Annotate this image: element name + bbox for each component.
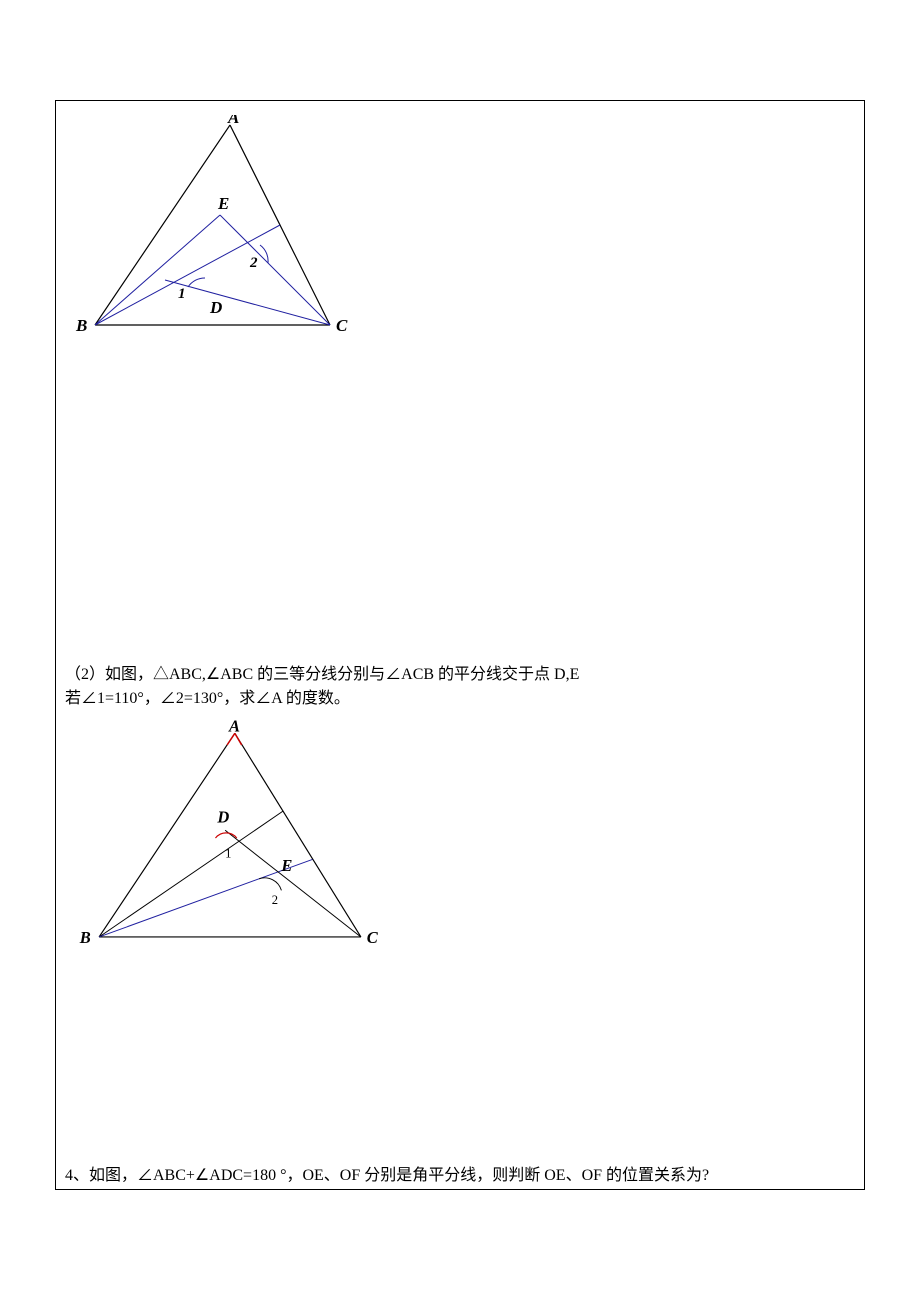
f2-label-2: 2 bbox=[272, 893, 278, 907]
problem-2-text: （2）如图，△ABC,∠ABC 的三等分线分别与∠ACB 的平分线交于点 D,E… bbox=[65, 663, 855, 711]
figure-1: A B C E D 1 2 bbox=[70, 115, 370, 345]
problem-4-line: 4、如图，∠ABC+∠ADC=180 °，OE、OF 分别是角平分线，则判断 O… bbox=[65, 1167, 709, 1184]
f2-label-E: E bbox=[280, 856, 292, 875]
line-B-upper bbox=[95, 225, 280, 325]
label-D: D bbox=[209, 298, 222, 317]
label-1: 1 bbox=[178, 286, 186, 302]
f2-line-BD-ext bbox=[99, 811, 283, 937]
label-E: E bbox=[217, 194, 229, 213]
f2-arc-E bbox=[259, 878, 281, 891]
f2-label-1: 1 bbox=[225, 846, 231, 860]
f2-label-B: B bbox=[79, 928, 91, 947]
f2-line-AB bbox=[99, 733, 235, 937]
line-AB bbox=[95, 125, 230, 325]
f2-label-C: C bbox=[367, 928, 379, 947]
f2-line-BE bbox=[99, 859, 312, 937]
f2-label-A: A bbox=[228, 720, 240, 735]
line-CD bbox=[165, 280, 330, 325]
label-C: C bbox=[336, 316, 348, 335]
line-CE bbox=[220, 215, 330, 325]
f2-label-D: D bbox=[216, 808, 229, 827]
label-2: 2 bbox=[249, 255, 258, 271]
problem-2-line1: （2）如图，△ABC,∠ABC 的三等分线分别与∠ACB 的平分线交于点 D,E bbox=[65, 663, 855, 687]
arc-2 bbox=[260, 245, 268, 263]
f2-line-AC bbox=[235, 733, 361, 937]
problem-4-text: 4、如图，∠ABC+∠ADC=180 °，OE、OF 分别是角平分线，则判断 O… bbox=[65, 1164, 855, 1188]
problem-2-line2: 若∠1=110°，∠2=130°，求∠A 的度数。 bbox=[65, 687, 855, 711]
label-B: B bbox=[75, 316, 87, 335]
arc-1 bbox=[188, 278, 205, 287]
figure-2: A B C D E 1 2 bbox=[70, 720, 390, 960]
label-A: A bbox=[227, 115, 239, 127]
